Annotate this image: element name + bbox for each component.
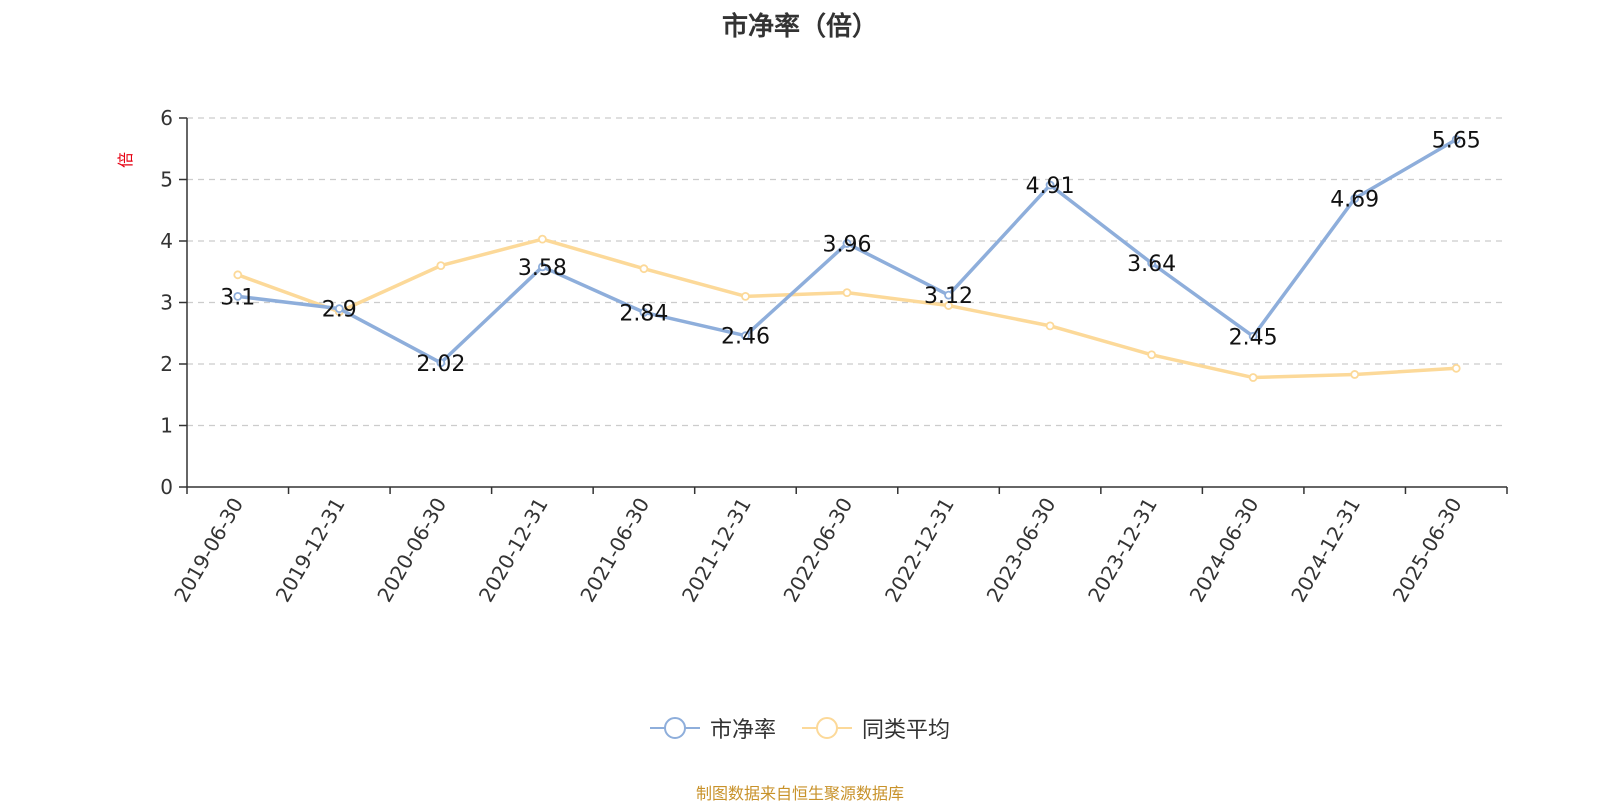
legend-marker-peer-avg-icon [802,717,852,739]
chart-title: 市净率（倍） [721,12,878,42]
data-label-pb: 2.02 [416,352,465,377]
x-tick-label: 2020-12-31 [474,494,553,607]
x-tick-label: 2024-12-31 [1286,494,1365,607]
source-note: 制图数据来自恒生聚源数据库 [695,784,904,803]
x-tick-label: 2022-06-30 [778,494,857,607]
legend-item-pb[interactable]: 市净率 [649,712,776,744]
data-label-pb: 3.12 [924,284,973,309]
data-label-pb: 2.9 [322,298,357,323]
data-point-pb [537,262,547,272]
data-point-pb [741,331,750,341]
data-point-pb [1350,194,1360,203]
data-point-peer-avg [944,301,953,310]
data-point-peer-avg [1350,370,1360,379]
data-point-pb [233,291,243,301]
data-label-pb: 2.45 [1229,325,1278,350]
data-point-pb [1451,135,1461,144]
legend-marker-pb-icon [649,717,700,739]
data-point-peer-avg [842,288,852,298]
y-tick-label: 2 [160,352,173,376]
legend-label-peer-avg: 同类平均 [862,718,951,743]
y-tick-label: 4 [160,229,173,253]
x-tick-label: 2020-06-30 [372,494,451,607]
x-tick-label: 2022-12-31 [880,494,959,607]
data-label-pb: 3.64 [1127,252,1176,277]
x-tick-label: 2025-06-30 [1388,494,1467,607]
data-point-pb [1147,258,1157,268]
y-tick-label: 6 [160,106,173,130]
data-point-peer-avg [1045,321,1055,331]
data-point-peer-avg [436,261,446,271]
data-point-pb [639,307,649,317]
data-point-pb [334,304,344,314]
data-label-pb: 3.58 [518,256,567,281]
x-tick-label: 2021-12-31 [677,494,756,607]
data-point-peer-avg [233,270,243,280]
data-point-peer-avg [1451,363,1461,373]
data-label-pb: 4.91 [1026,174,1075,199]
data-point-pb [842,239,852,248]
data-point-peer-avg [1248,373,1258,382]
y-tick-label: 1 [160,414,173,438]
data-label-pb: 3.1 [220,285,255,310]
data-label-pb: 2.84 [619,301,668,326]
x-tick-label: 2021-06-30 [575,494,654,607]
data-point-pb [1045,180,1055,190]
x-tick-label: 2019-06-30 [169,494,248,607]
data-point-peer-avg [639,264,649,274]
data-label-pb: 2.46 [721,325,770,350]
data-point-peer-avg [741,291,750,301]
x-tick-label: 2023-06-30 [982,494,1061,607]
data-point-peer-avg [1147,350,1157,360]
data-point-pb [1248,331,1258,341]
legend-label-pb: 市净率 [709,718,776,743]
data-label-pb: 4.69 [1330,188,1379,213]
data-point-pb [944,290,953,300]
data-point-pb [436,358,446,368]
y-tick-label: 5 [160,168,173,192]
x-tick-label: 2024-06-30 [1185,494,1264,607]
chart-legend: 市净率 同类平均 [0,712,1600,744]
data-label-pb: 5.65 [1432,129,1481,154]
data-point-peer-avg [537,234,547,244]
data-label-pb: 3.96 [823,232,872,257]
x-tick-label: 2019-12-31 [271,494,350,607]
line-chart: 0 1 2 3 4 5 6 2019-06-30 2019-12-31 2020-06-30 202… [160,106,1508,607]
x-tick-label: 2023-12-31 [1083,494,1162,607]
y-tick-label: 0 [160,475,173,499]
y-tick-label: 3 [160,291,173,315]
legend-item-peer-avg[interactable]: 同类平均 [802,712,950,744]
